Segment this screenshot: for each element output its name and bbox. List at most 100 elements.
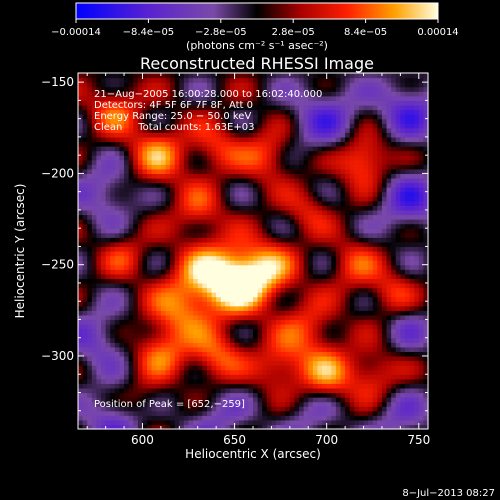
heatmap-cell [197,410,203,416]
heatmap-cell [335,406,342,412]
heatmap-cell [211,278,217,284]
heatmap-cell [133,123,139,129]
heatmap-cell [312,104,319,111]
heatmap-cell [354,187,360,193]
heatmap-cell [345,319,351,325]
heatmap-cell [183,214,190,220]
heatmap-cell [358,164,365,170]
heatmap-cell [128,95,134,101]
heatmap-cell [276,260,282,266]
heatmap-cell [253,419,259,426]
heatmap-cell [128,246,134,252]
heatmap-cell [216,296,222,302]
heatmap-cell [239,173,245,179]
heatmap-cell [248,314,254,321]
heatmap-cell [363,77,369,83]
heatmap-cell [96,319,102,325]
heatmap-cell [156,296,162,302]
heatmap-cell [280,296,286,302]
heatmap-cell [239,392,245,398]
heatmap-cell [197,136,203,143]
heatmap-cell [105,424,111,430]
heatmap-cell [137,415,144,421]
heatmap-cell [239,255,245,261]
heatmap-cell [220,355,226,362]
heatmap-cell [225,228,231,234]
heatmap-cell [349,118,355,124]
heatmap-cell [202,365,208,371]
heatmap-cell [110,360,116,366]
heatmap-cell [105,182,111,188]
heatmap-cell [253,150,259,156]
heatmap-cell [110,333,116,339]
heatmap-cell [193,278,199,284]
heatmap-cell [349,305,355,311]
heatmap-cell [285,237,291,243]
heatmap-cell [345,369,351,375]
heatmap-cell [133,136,139,143]
heatmap-cell [294,159,300,165]
heatmap-cell [170,77,176,83]
heatmap-cell [345,374,351,380]
heatmap-cell [91,150,98,156]
heatmap-cell [308,132,314,138]
heatmap-cell [220,109,226,115]
heatmap-cell [225,91,231,97]
heatmap-cell [262,173,268,179]
heatmap-cell [276,333,282,339]
heatmap-cell [179,278,185,284]
heatmap-cell [229,232,236,238]
heatmap-cell [105,305,111,311]
heatmap-cell [156,278,162,284]
heatmap-cell [363,146,369,152]
heatmap-cell [331,223,337,229]
heatmap-cell [253,146,259,152]
heatmap-cell [266,118,273,124]
heatmap-cell [220,95,226,101]
heatmap-cell [354,351,360,357]
heatmap-cell [193,241,199,248]
heatmap-cell [331,214,337,220]
heatmap-cell [253,232,259,238]
heatmap-cell [114,237,121,243]
heatmap-cell [294,260,300,266]
heatmap-cell [188,251,194,257]
heatmap-cell [308,387,314,394]
heatmap-cell [133,251,139,257]
heatmap-cell [206,223,213,229]
heatmap-cell [188,383,194,389]
heatmap-cell [124,415,130,421]
heatmap-cell [193,136,199,143]
heatmap-cell [317,319,323,325]
heatmap-cell [349,223,355,229]
heatmap-cell [225,205,231,211]
heatmap-cell [87,173,93,179]
heatmap-cell [308,155,314,161]
heatmap-cell [303,132,309,138]
heatmap-cell [294,141,300,147]
heatmap-cell [197,424,203,430]
heatmap-cell [354,91,360,97]
heatmap-cell [354,324,360,330]
heatmap-cell [326,155,332,161]
heatmap-cell [229,310,236,316]
heatmap-cell [211,319,217,325]
heatmap-cell [335,77,342,83]
heatmap-cell [124,305,130,311]
heatmap-cell [317,196,323,202]
heatmap-cell [114,337,121,343]
heatmap-cell [271,232,277,238]
heatmap-cell [299,264,305,270]
heatmap-cell [128,155,134,161]
heatmap-cell [262,177,268,184]
heatmap-cell [271,378,277,384]
heatmap-cell [248,132,254,138]
heatmap-cell [326,337,332,343]
heatmap-cell [147,282,153,289]
heatmap-cell [358,264,365,270]
heatmap-cell [133,264,139,270]
heatmap-cell [234,310,240,316]
heatmap-cell [151,182,157,188]
heatmap-cell [229,104,236,111]
heatmap-cell [197,342,203,348]
